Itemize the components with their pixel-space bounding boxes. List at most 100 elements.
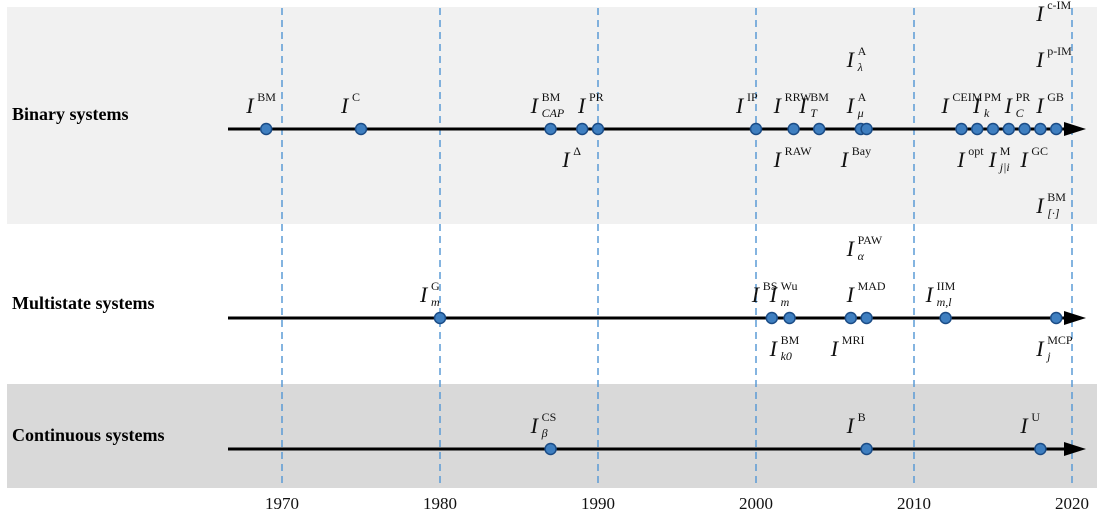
svg-text:β: β (541, 426, 548, 440)
measure-label-binary-4: I PR (577, 90, 604, 118)
svg-text:I: I (846, 93, 856, 118)
measure-label-multistate-0: I Gm (419, 279, 440, 309)
svg-text:RAW: RAW (785, 144, 813, 158)
axis-arrowhead-continuous (1064, 442, 1086, 456)
marker-binary-2018-17 (1034, 122, 1047, 136)
marker-multistate-1980-0 (433, 311, 447, 325)
svg-text:BM: BM (781, 333, 800, 347)
svg-text:BS: BS (763, 279, 778, 293)
measure-label-binary-2: I BM CAP (530, 90, 565, 120)
svg-text:CEIM: CEIM (952, 90, 982, 104)
marker-binary-1975-1 (354, 122, 368, 136)
marker-binary-2004-8 (812, 122, 826, 136)
svg-text:BM: BM (542, 90, 561, 104)
svg-text:IIM: IIM (937, 279, 956, 293)
svg-text:BM: BM (810, 90, 829, 104)
svg-text:I: I (1019, 147, 1029, 172)
marker-multistate-2012-7 (939, 311, 952, 325)
binary-systems-band (7, 7, 1097, 224)
svg-text:I: I (773, 147, 783, 172)
svg-text:I: I (773, 93, 783, 118)
svg-text:CS: CS (542, 410, 557, 424)
svg-text:MRI: MRI (842, 333, 865, 347)
svg-text:I: I (840, 147, 850, 172)
svg-text:α: α (858, 249, 865, 263)
measure-label-binary-9: I Bay (840, 144, 871, 172)
year-label-2020: 2020 (1055, 494, 1089, 513)
row-label-continuous: Continuous systems (12, 425, 165, 445)
svg-text:λ: λ (857, 60, 863, 74)
svg-text:I: I (846, 413, 856, 438)
marker-multistate-2002-2 (783, 311, 796, 325)
svg-text:I: I (769, 336, 779, 361)
svg-text:BM: BM (1047, 190, 1066, 204)
svg-text:I: I (830, 336, 840, 361)
svg-text:I: I (956, 147, 966, 172)
measure-label-multistate-8: I MCP j (1035, 333, 1073, 363)
svg-text:PM: PM (984, 90, 1002, 104)
svg-text:I: I (530, 413, 540, 438)
svg-text:I: I (735, 93, 745, 118)
svg-text:I: I (846, 47, 856, 72)
measure-label-binary-8: I BM T (798, 90, 829, 120)
svg-text:IP: IP (747, 90, 758, 104)
measure-label-multistate-5: I MAD (846, 279, 886, 307)
measure-label-multistate-4: I MRI (830, 333, 865, 361)
measure-label-binary-5: I IP (735, 90, 758, 118)
measure-label-binary-15: I Mj|i (988, 144, 1011, 174)
svg-text:GC: GC (1031, 144, 1048, 158)
row-label-binary: Binary systems (12, 104, 129, 124)
svg-text:I: I (798, 93, 808, 118)
svg-text:c-IM: c-IM (1047, 0, 1071, 12)
svg-text:I: I (769, 282, 779, 307)
svg-text:BM: BM (257, 90, 276, 104)
svg-text:T: T (810, 106, 818, 120)
svg-text:I: I (340, 93, 350, 118)
marker-binary-1969-0 (259, 122, 273, 136)
marker-binary-2014-13 (970, 122, 984, 136)
marker-multistate-2006-4 (844, 311, 858, 325)
measure-label-binary-7: I RAW (773, 144, 813, 172)
svg-text:I: I (1035, 193, 1045, 218)
marker-binary-1990-4 (591, 122, 605, 136)
multistate-systems-band (7, 224, 1097, 384)
svg-text:j|i: j|i (998, 160, 1010, 174)
svg-text:I: I (1035, 47, 1045, 72)
marker-multistate-2007-5 (860, 311, 873, 325)
svg-text:I: I (846, 236, 856, 261)
measure-label-binary-12: I CEIM (940, 90, 982, 118)
svg-text:RRW: RRW (785, 90, 812, 104)
svg-text:I: I (245, 93, 255, 118)
svg-text:I: I (972, 93, 982, 118)
marker-binary-2019-18 (1049, 122, 1063, 136)
marker-binary-1989-3 (575, 122, 589, 136)
svg-text:A: A (858, 44, 867, 58)
svg-text:p-IM: p-IM (1047, 44, 1072, 58)
measure-label-multistate-2: I Wu m (769, 279, 798, 309)
marker-binary-2017-16 (1018, 122, 1031, 136)
svg-text:C: C (352, 90, 360, 104)
measure-label-continuous-0: I CS β (530, 410, 557, 440)
marker-multistate-2001-1 (765, 311, 779, 325)
measure-label-multistate-7: I IIM m,l (925, 279, 956, 309)
svg-text:I: I (925, 282, 935, 307)
svg-text:I: I (1035, 1, 1045, 26)
svg-text:I: I (1035, 336, 1045, 361)
svg-text:I: I (530, 93, 540, 118)
measure-label-multistate-1: I BS (751, 279, 778, 307)
svg-text:B: B (858, 410, 866, 424)
svg-text:I: I (940, 93, 950, 118)
axis-arrowhead-binary (1064, 122, 1086, 136)
svg-text:m: m (431, 295, 440, 309)
year-label-2010: 2010 (897, 494, 931, 513)
measure-label-multistate-6: I PAW α (846, 233, 883, 263)
measure-label-binary-11: I Aλ (846, 44, 867, 74)
measure-label-binary-6: I RRW (773, 90, 812, 118)
svg-text:I: I (1019, 413, 1029, 438)
